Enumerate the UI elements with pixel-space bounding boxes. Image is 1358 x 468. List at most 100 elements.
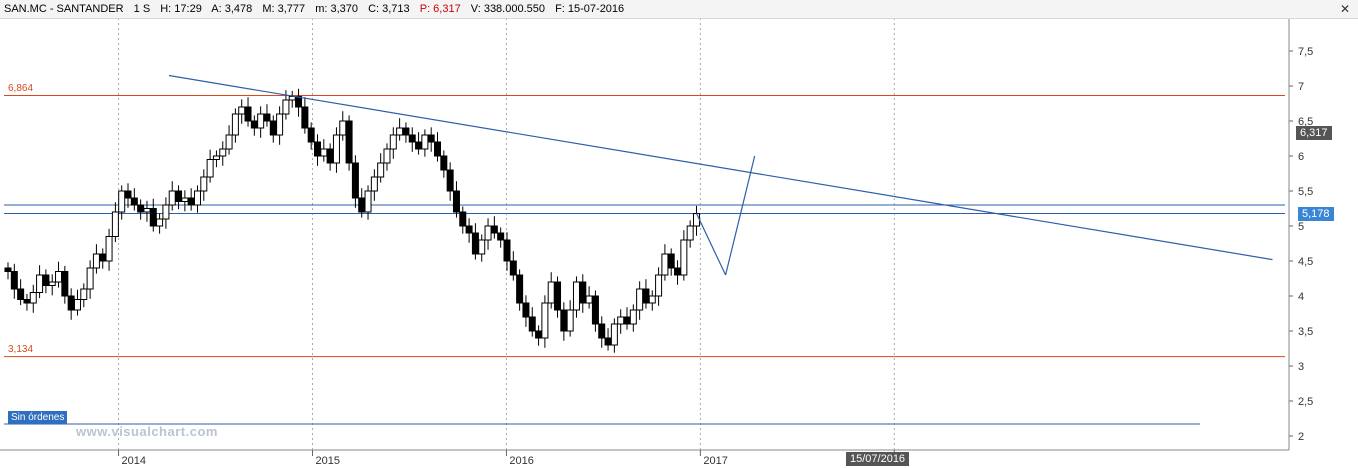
candle-body <box>579 281 587 304</box>
candle-body <box>105 236 113 262</box>
line-value-tag: 5,178 <box>1298 207 1334 221</box>
candle-body <box>257 113 265 129</box>
candle-body <box>648 295 656 304</box>
candle-body <box>269 120 277 136</box>
candle-body <box>345 120 353 164</box>
candlestick-series <box>4 88 700 353</box>
candle-body <box>231 113 239 136</box>
period-label: 1 S <box>133 3 151 15</box>
candle-body <box>225 134 233 150</box>
candle-body <box>181 197 189 202</box>
candle-body <box>4 267 12 272</box>
high-value: M: 3,777 <box>262 3 306 15</box>
price-value: P: 6,317 <box>419 3 461 15</box>
candle-body <box>421 134 429 150</box>
candle-body <box>566 309 574 332</box>
date-value: F: 15-07-2016 <box>555 3 625 15</box>
candle-body <box>67 295 75 311</box>
y-tick-label: 5,5 <box>1298 186 1313 198</box>
plot-area <box>0 18 1290 450</box>
y-axis-ticks: 7,5 7 6,5 6 5,5 5 4,5 4 3,5 3 2,5 2 <box>1289 46 1313 443</box>
candle-body <box>92 253 100 269</box>
candle-body <box>282 99 290 115</box>
candle-body <box>465 225 473 234</box>
candle-body <box>535 330 543 339</box>
candle-body <box>48 281 56 286</box>
candle-body <box>585 295 593 304</box>
candle-body <box>604 337 612 346</box>
candle-body <box>200 176 208 192</box>
candle-body <box>572 281 580 311</box>
candle-body <box>130 197 138 206</box>
y-tick-label: 4 <box>1298 291 1304 303</box>
candle-body <box>73 299 81 311</box>
trend-line[interactable] <box>695 213 727 276</box>
candle-body <box>42 274 50 286</box>
candle-body <box>118 190 126 213</box>
trend-lines <box>168 74 1273 276</box>
candle-body <box>434 141 442 157</box>
candle-body <box>692 213 700 227</box>
candle-body <box>427 134 435 143</box>
volume-value: V: 338.000.550 <box>470 3 545 15</box>
candle-body <box>187 197 195 206</box>
candle-body <box>238 106 246 115</box>
y-tick-label: 5 <box>1298 221 1304 233</box>
candle-body <box>99 253 107 262</box>
trend-line[interactable] <box>168 74 1273 261</box>
candle-body <box>629 309 637 325</box>
candle-body <box>193 190 201 206</box>
candle-body <box>288 96 296 101</box>
ticker-label: SAN.MC - SANTANDER <box>4 3 124 15</box>
x-tick-label: 2016 <box>509 455 533 467</box>
candle-body <box>598 323 606 339</box>
candle-body <box>80 288 88 300</box>
candle-body <box>364 190 372 213</box>
close-icon[interactable]: ✕ <box>1339 2 1350 16</box>
watermark: www.visualchart.com <box>76 424 218 439</box>
candle-body <box>219 148 227 157</box>
candle-body <box>459 211 467 227</box>
open-value: A: 3,478 <box>211 3 253 15</box>
candle-body <box>206 159 214 178</box>
cursor-date-tag: 15/07/2016 <box>846 452 910 466</box>
candle-body <box>484 225 492 241</box>
candle-body <box>503 239 511 262</box>
candle-body <box>661 253 669 276</box>
time-value: H: 17:29 <box>160 3 202 15</box>
candle-body <box>686 225 694 241</box>
candle-body <box>276 113 284 136</box>
y-tick-label: 2 <box>1298 431 1304 443</box>
candle-body <box>541 302 549 339</box>
candle-body <box>680 239 688 276</box>
candle-body <box>497 232 505 241</box>
candle-body <box>307 127 315 143</box>
candle-body <box>389 134 397 150</box>
candle-body <box>124 190 132 199</box>
candle-body <box>478 239 486 255</box>
candle-body <box>111 211 119 237</box>
candle-body <box>554 281 562 311</box>
y-tick-label: 6,5 <box>1298 116 1313 128</box>
candle-body <box>402 127 410 136</box>
y-tick-label: 7,5 <box>1298 46 1313 58</box>
candle-body <box>137 204 145 213</box>
candle-body <box>440 155 448 171</box>
candle-body <box>10 271 18 290</box>
candle-body <box>636 288 644 311</box>
candle-body <box>339 120 347 136</box>
upper-level-label: 6,864 <box>8 83 34 94</box>
candle-body <box>244 106 252 122</box>
candle-body <box>156 218 164 227</box>
candle-body <box>516 274 524 304</box>
orders-status[interactable]: Sin órdenes <box>8 411 68 424</box>
close-value: C: 3,713 <box>368 3 410 15</box>
candle-body <box>617 316 625 325</box>
trend-line[interactable] <box>724 155 756 276</box>
y-tick-label: 2,5 <box>1298 396 1313 408</box>
candle-body <box>383 148 391 164</box>
candle-body <box>610 323 618 346</box>
lower-level-label: 3,134 <box>8 344 34 355</box>
candle-body <box>162 204 170 220</box>
